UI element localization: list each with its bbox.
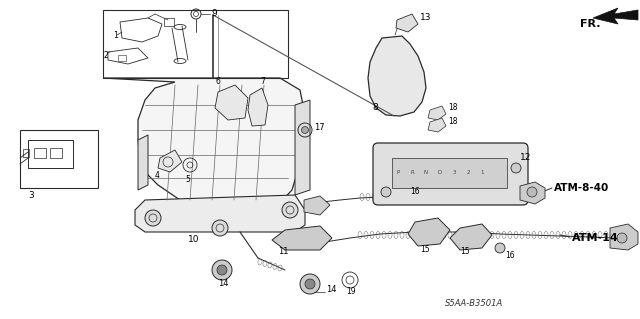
Bar [164, 18, 174, 26]
Text: 4: 4 [155, 170, 160, 180]
Polygon shape [295, 100, 310, 195]
Text: 13: 13 [420, 13, 431, 23]
Text: 14: 14 [218, 279, 228, 288]
Polygon shape [248, 88, 268, 126]
Text: 14: 14 [326, 286, 337, 294]
Circle shape [495, 243, 505, 253]
Circle shape [212, 260, 232, 280]
Text: 3: 3 [28, 190, 34, 199]
Bar [23, 149, 29, 157]
Polygon shape [215, 85, 248, 120]
Circle shape [381, 187, 391, 197]
Polygon shape [520, 182, 545, 204]
Bar [103, 10, 288, 78]
Bar [392, 158, 507, 188]
Polygon shape [408, 218, 450, 246]
Text: 11: 11 [278, 248, 289, 256]
Text: 8: 8 [372, 103, 378, 113]
Circle shape [217, 265, 227, 275]
Bar [20, 130, 98, 188]
Text: 19: 19 [346, 287, 356, 296]
Polygon shape [272, 226, 332, 250]
Text: 12: 12 [520, 153, 531, 162]
Circle shape [617, 233, 627, 243]
Circle shape [212, 220, 228, 236]
Text: D: D [438, 170, 442, 175]
Text: ATM-14: ATM-14 [572, 233, 619, 243]
Bar [28, 140, 73, 168]
Polygon shape [368, 36, 426, 116]
Circle shape [511, 163, 521, 173]
Polygon shape [428, 118, 446, 132]
Text: 10: 10 [188, 235, 200, 244]
Polygon shape [304, 196, 330, 215]
Text: 16: 16 [505, 250, 515, 259]
Polygon shape [610, 224, 638, 250]
Text: 5: 5 [185, 175, 190, 184]
Polygon shape [138, 135, 148, 190]
Text: 2: 2 [467, 170, 470, 175]
Polygon shape [450, 224, 492, 250]
Circle shape [282, 202, 298, 218]
Polygon shape [396, 14, 418, 32]
Circle shape [527, 187, 537, 197]
Polygon shape [135, 195, 305, 232]
Circle shape [300, 274, 320, 294]
Text: 3: 3 [452, 170, 456, 175]
Text: 9: 9 [211, 10, 217, 19]
Text: 16: 16 [410, 188, 420, 197]
FancyBboxPatch shape [373, 143, 528, 205]
Text: P: P [396, 170, 399, 175]
Polygon shape [103, 78, 303, 218]
Circle shape [145, 210, 161, 226]
Polygon shape [428, 106, 446, 120]
Text: 18: 18 [448, 103, 458, 113]
Circle shape [305, 279, 315, 289]
Text: FR.: FR. [580, 19, 600, 29]
Text: 7: 7 [260, 78, 265, 86]
Text: 1: 1 [113, 31, 118, 40]
Text: S5AA-B3501A: S5AA-B3501A [445, 300, 503, 308]
Text: 6: 6 [215, 78, 220, 86]
Text: ATM-8-40: ATM-8-40 [554, 183, 609, 193]
Text: 18: 18 [448, 117, 458, 127]
Circle shape [301, 127, 308, 133]
Text: 2: 2 [103, 50, 108, 60]
Text: 15: 15 [460, 248, 470, 256]
Polygon shape [593, 8, 638, 24]
Bar [118, 55, 126, 61]
Polygon shape [158, 150, 182, 172]
Bar [50, 148, 62, 158]
Text: 1: 1 [480, 170, 484, 175]
Text: N: N [424, 170, 428, 175]
Bar [34, 148, 46, 158]
Text: 17: 17 [314, 123, 324, 132]
Text: 15: 15 [420, 246, 429, 255]
Text: R: R [410, 170, 414, 175]
